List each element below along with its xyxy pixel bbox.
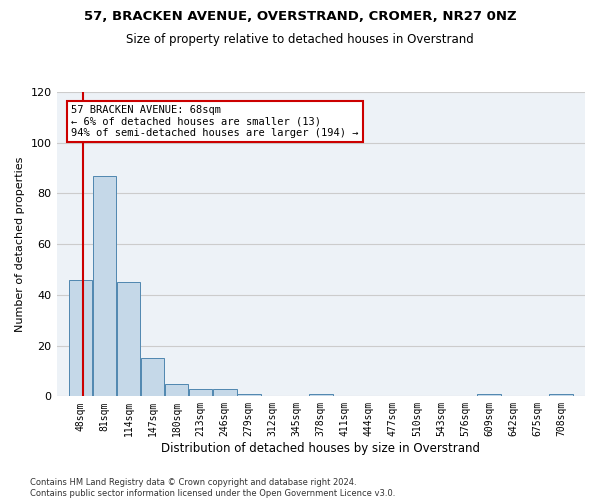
Bar [165, 384, 188, 396]
Text: Size of property relative to detached houses in Overstrand: Size of property relative to detached ho… [126, 32, 474, 46]
Bar [213, 388, 236, 396]
Y-axis label: Number of detached properties: Number of detached properties [15, 156, 25, 332]
Text: Contains HM Land Registry data © Crown copyright and database right 2024.
Contai: Contains HM Land Registry data © Crown c… [30, 478, 395, 498]
Bar [237, 394, 260, 396]
Bar [309, 394, 332, 396]
Bar [69, 280, 92, 396]
Text: 57 BRACKEN AVENUE: 68sqm
← 6% of detached houses are smaller (13)
94% of semi-de: 57 BRACKEN AVENUE: 68sqm ← 6% of detache… [71, 104, 359, 138]
Bar [141, 358, 164, 397]
X-axis label: Distribution of detached houses by size in Overstrand: Distribution of detached houses by size … [161, 442, 480, 455]
Bar [477, 394, 501, 396]
Bar [117, 282, 140, 397]
Bar [93, 176, 116, 396]
Bar [189, 388, 212, 396]
Bar [549, 394, 573, 396]
Text: 57, BRACKEN AVENUE, OVERSTRAND, CROMER, NR27 0NZ: 57, BRACKEN AVENUE, OVERSTRAND, CROMER, … [83, 10, 517, 23]
